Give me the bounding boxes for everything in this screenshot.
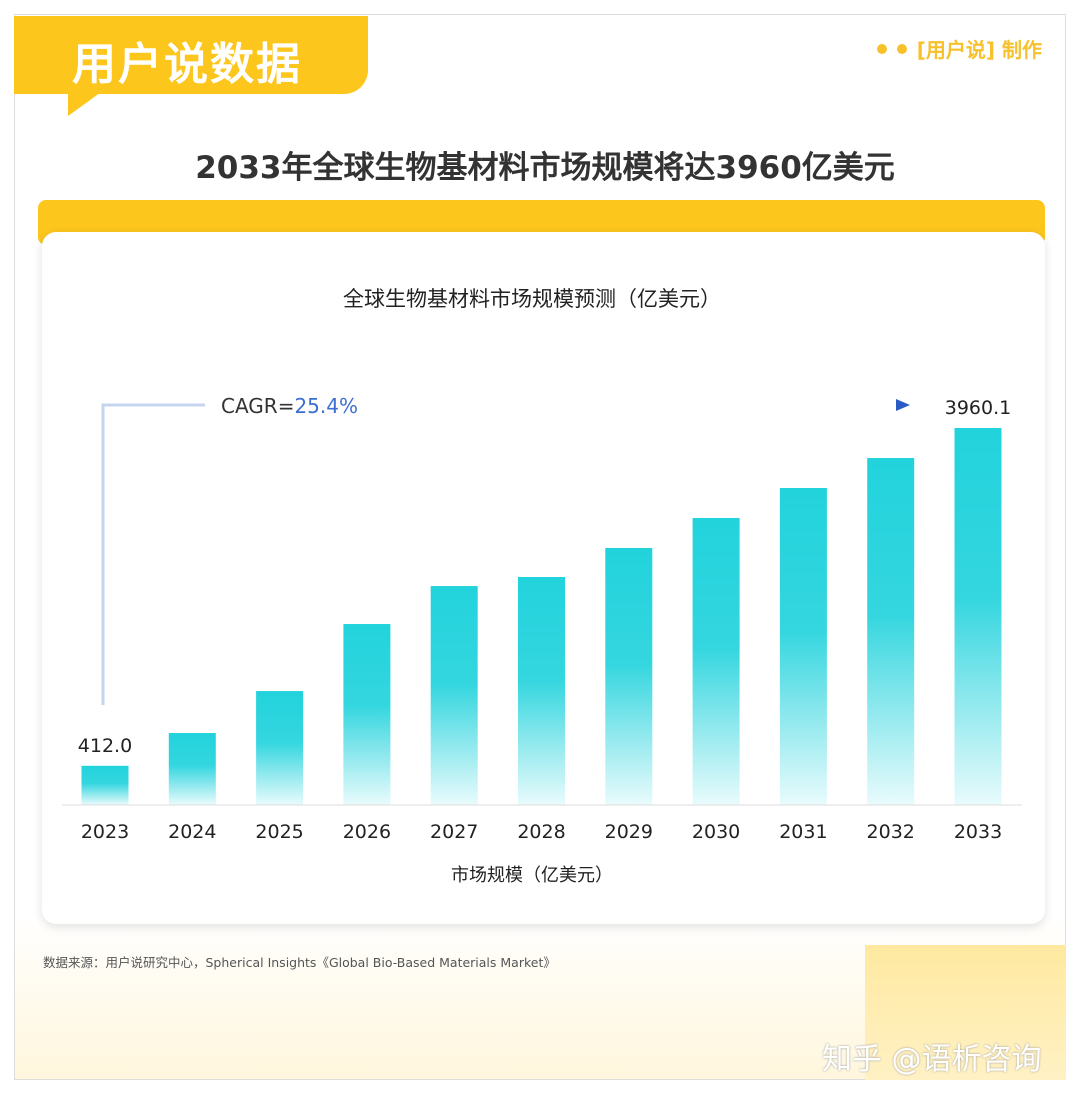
x-tick-label: 2026 — [343, 821, 391, 843]
bar-2031 — [779, 487, 827, 805]
x-tick-label: 2030 — [692, 821, 740, 843]
source-note: 数据来源：用户说研究中心，Spherical Insights《Global B… — [43, 955, 556, 970]
dot-icon — [896, 43, 907, 54]
cagr-annotation: CAGR=25.4% — [221, 394, 358, 418]
brand-badge-text: 用户说数据 — [72, 39, 302, 90]
watermark: 知乎 @语析咨询 — [822, 1042, 1042, 1077]
x-axis-label: 市场规模（亿美元） — [451, 865, 613, 886]
chart-title: 全球生物基材料市场规模预测（亿美元） — [343, 287, 721, 311]
x-tick-label: 2025 — [255, 821, 303, 843]
bar-2028 — [518, 576, 565, 805]
x-tick-label: 2031 — [779, 821, 827, 843]
x-tick-label: 2024 — [168, 821, 216, 843]
maker-text: [用户说] 制作 — [916, 38, 1042, 62]
x-tick-label: 2033 — [954, 821, 1002, 843]
bar-2029 — [605, 547, 653, 805]
x-tick-label: 2028 — [517, 821, 565, 843]
maker-credit: [用户说] 制作 — [876, 34, 1042, 63]
data-label: 412.0 — [78, 735, 132, 757]
bar-2025 — [256, 691, 304, 805]
brand-badge — [14, 16, 368, 94]
bar-2023 — [81, 765, 129, 805]
data-label: 3960.1 — [945, 397, 1011, 419]
x-tick-label: 2027 — [430, 821, 478, 843]
x-tick-label: 2023 — [81, 821, 129, 843]
decor-square — [865, 945, 1066, 1080]
bar-2026 — [343, 624, 391, 805]
cagr-bracket — [101, 403, 205, 705]
bar-2032 — [867, 457, 915, 805]
bar-2033 — [954, 428, 1002, 805]
arrow-head-icon — [896, 399, 910, 411]
bar-2030 — [692, 517, 740, 805]
dot-icon — [876, 43, 887, 54]
x-tick-label: 2029 — [605, 821, 653, 843]
bar-2024 — [168, 733, 216, 805]
brand-badge-tail — [68, 90, 104, 116]
headline: 2033年全球生物基材料市场规模将达3960亿美元 — [195, 150, 895, 186]
bar-2027 — [430, 586, 478, 805]
x-tick-label: 2032 — [867, 821, 915, 843]
